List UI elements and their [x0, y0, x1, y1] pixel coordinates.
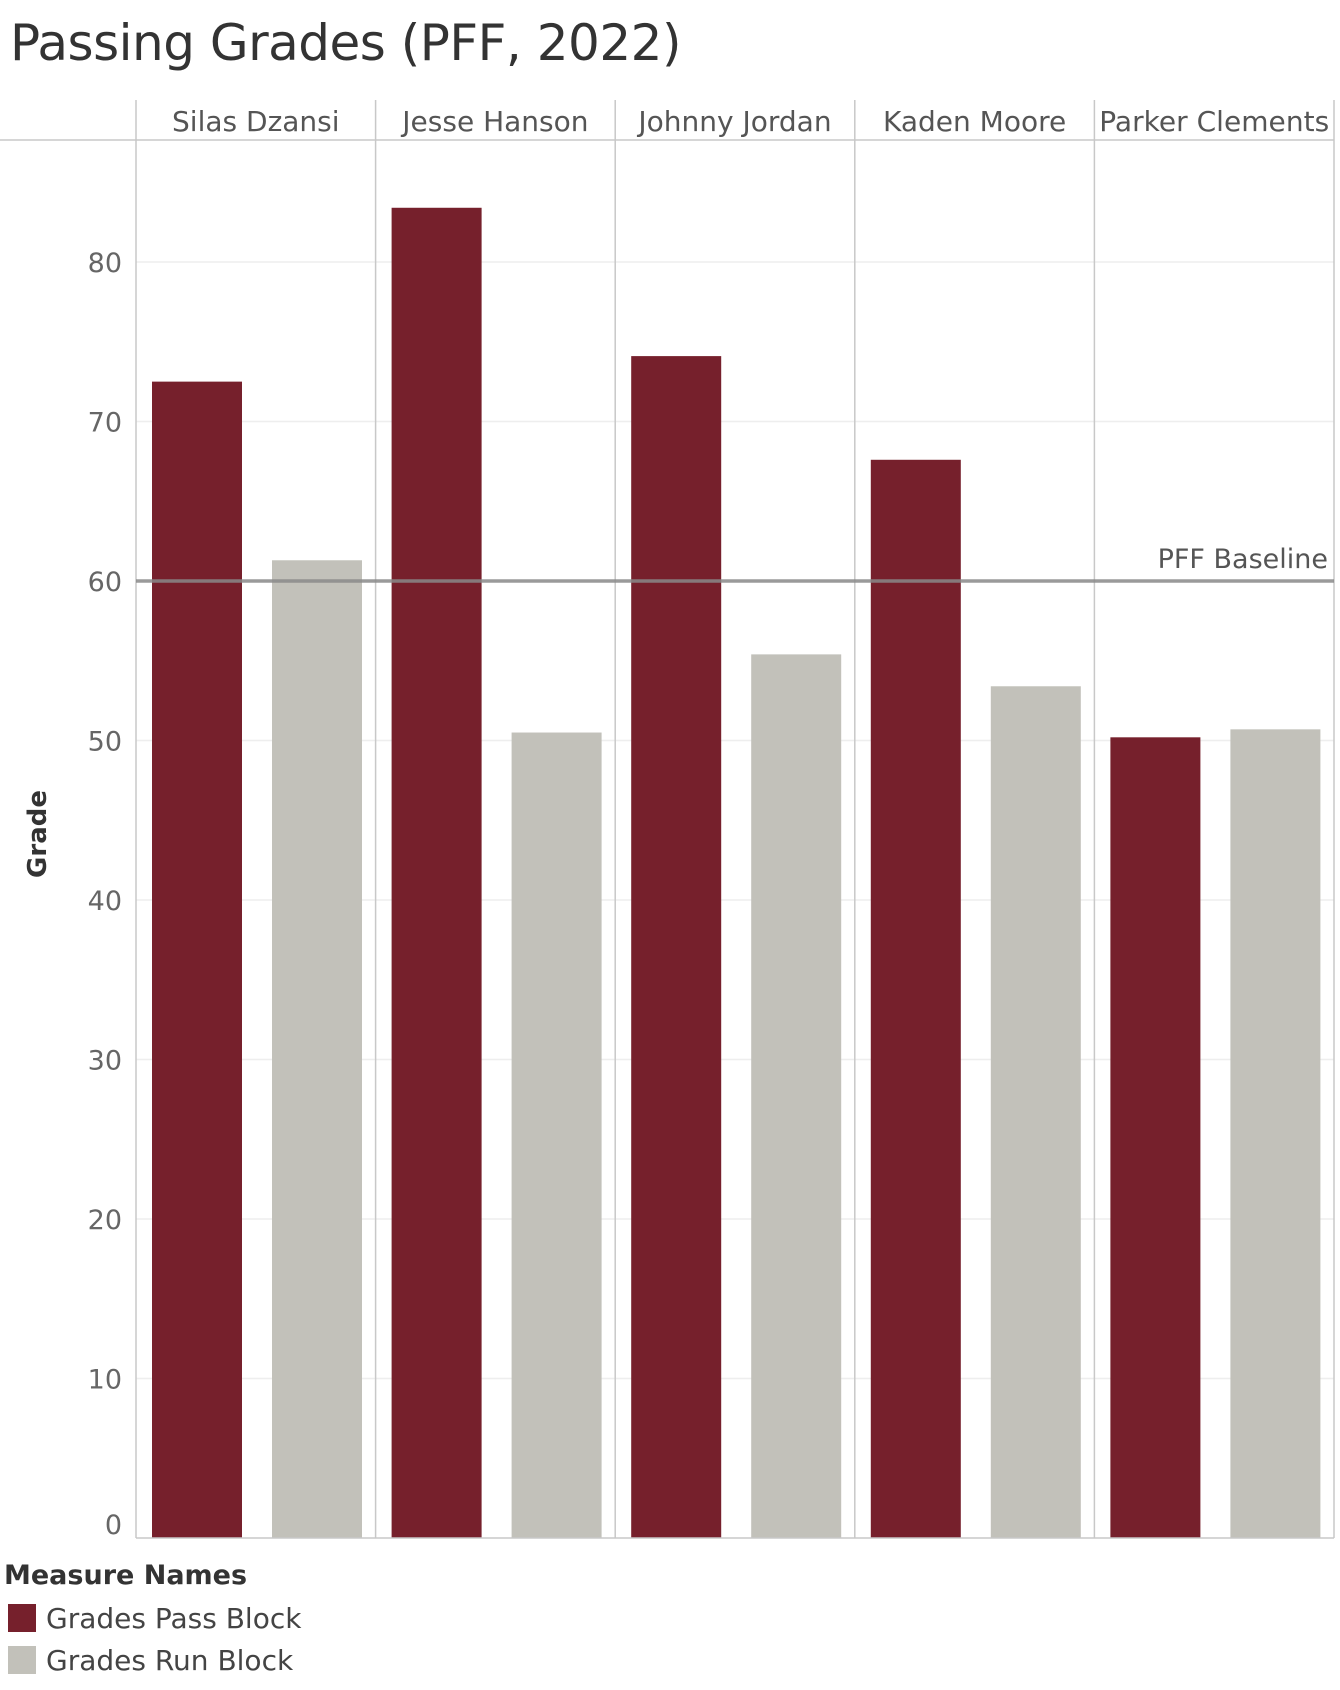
- legend: Measure Names Grades Pass Block Grades R…: [4, 1560, 301, 1681]
- y-tick-label: 10: [88, 1365, 122, 1396]
- bar-pass-block: [1110, 737, 1201, 1538]
- legend-swatch-pass-block: [8, 1604, 36, 1632]
- category-header: Parker Clements: [1099, 105, 1329, 138]
- chart-title: Passing Grades (PFF, 2022): [10, 14, 681, 72]
- y-axis-title: Grade: [23, 790, 53, 878]
- category-header: Jesse Hanson: [400, 105, 588, 138]
- legend-label-run-block: Grades Run Block: [46, 1643, 294, 1677]
- category-header: Kaden Moore: [883, 105, 1066, 138]
- legend-swatch-run-block: [8, 1646, 36, 1674]
- y-tick-label: 60: [88, 567, 122, 598]
- legend-item-pass-block[interactable]: Grades Pass Block: [4, 1597, 301, 1639]
- bar-run-block: [990, 686, 1081, 1538]
- y-tick-label: 80: [88, 248, 122, 279]
- category-header: Johnny Jordan: [636, 105, 831, 138]
- legend-label-pass-block: Grades Pass Block: [46, 1601, 302, 1635]
- bar-run-block: [272, 560, 362, 1538]
- y-tick-label: 40: [88, 886, 122, 917]
- bar-pass-block: [391, 207, 482, 1538]
- bar-pass-block: [152, 381, 242, 1538]
- y-tick-label: 50: [88, 727, 122, 758]
- category-header: Silas Dzansi: [172, 105, 340, 138]
- bar-pass-block: [631, 356, 722, 1539]
- bar-run-block: [511, 732, 602, 1538]
- legend-title: Measure Names: [4, 1560, 248, 1591]
- y-tick-label: 0: [105, 1510, 122, 1541]
- reference-line-label: PFF Baseline: [1158, 544, 1328, 575]
- legend-item-run-block[interactable]: Grades Run Block: [4, 1639, 301, 1681]
- y-tick-label: 20: [88, 1205, 122, 1236]
- bar-pass-block: [870, 459, 961, 1538]
- y-tick-label: 70: [88, 408, 122, 439]
- bar-run-block: [1230, 729, 1321, 1538]
- y-tick-label: 30: [88, 1046, 122, 1077]
- bar-run-block: [751, 654, 842, 1538]
